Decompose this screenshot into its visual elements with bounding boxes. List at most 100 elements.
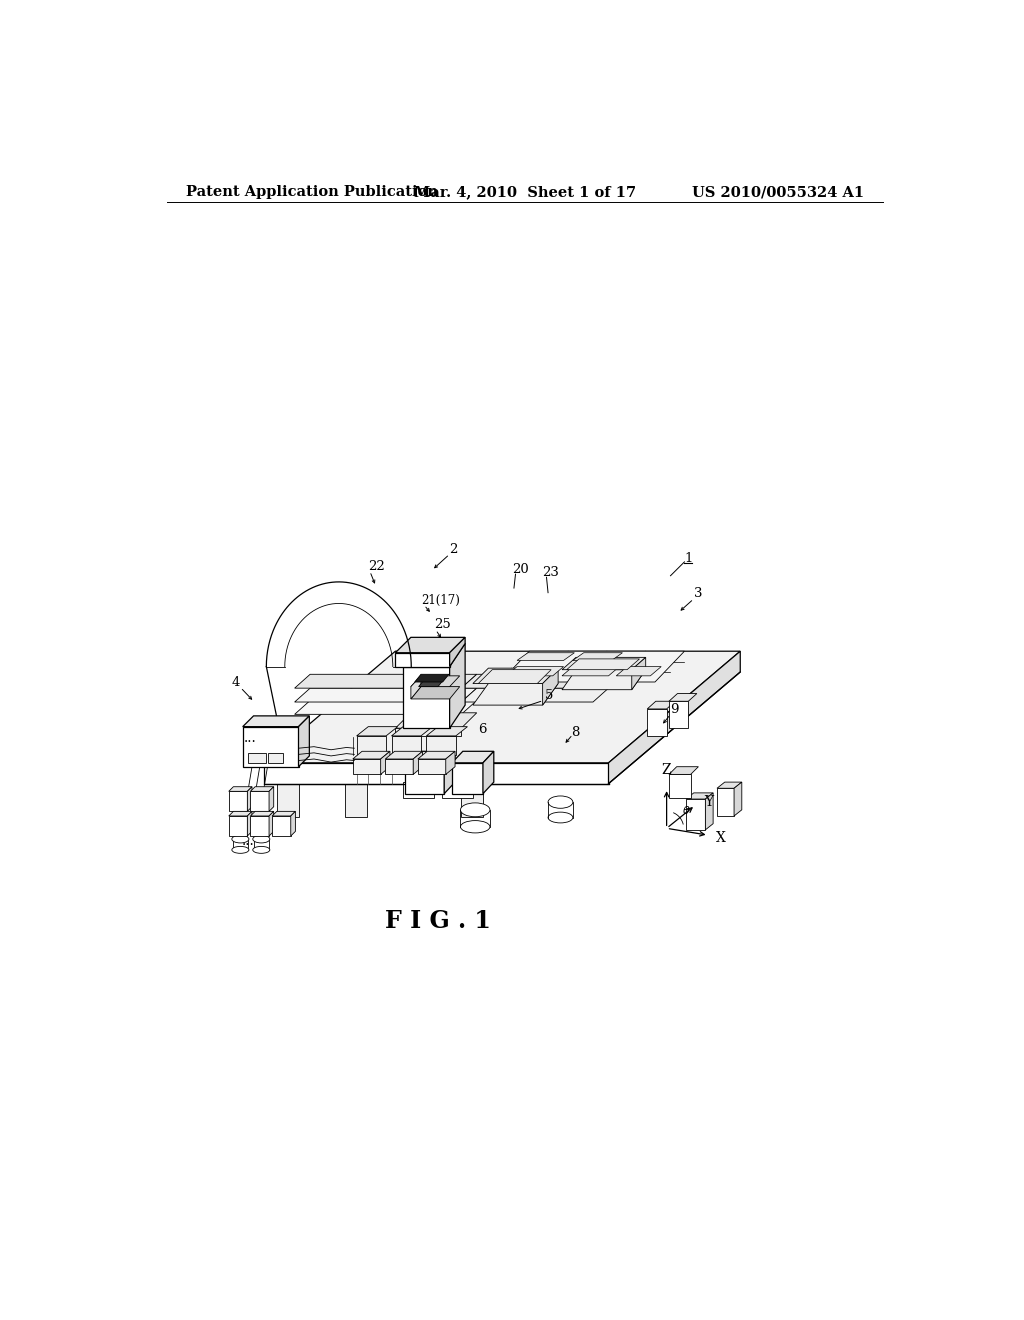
Polygon shape: [406, 751, 455, 763]
Polygon shape: [395, 729, 461, 737]
Polygon shape: [272, 816, 291, 836]
Polygon shape: [608, 651, 740, 784]
Polygon shape: [616, 667, 662, 676]
Polygon shape: [461, 688, 608, 702]
Polygon shape: [385, 751, 423, 759]
Polygon shape: [391, 726, 432, 737]
Polygon shape: [276, 784, 299, 817]
Polygon shape: [356, 726, 397, 737]
Polygon shape: [291, 812, 295, 836]
Polygon shape: [717, 781, 741, 788]
Polygon shape: [295, 675, 477, 688]
Polygon shape: [444, 751, 455, 793]
Polygon shape: [269, 787, 273, 812]
Polygon shape: [381, 751, 390, 775]
Polygon shape: [452, 751, 494, 763]
Polygon shape: [669, 775, 690, 797]
Polygon shape: [385, 759, 414, 775]
Text: 3: 3: [693, 587, 702, 601]
Polygon shape: [669, 767, 698, 775]
Polygon shape: [395, 638, 465, 653]
Polygon shape: [418, 751, 455, 759]
Polygon shape: [517, 653, 574, 660]
Text: $\theta$: $\theta$: [682, 804, 691, 817]
Polygon shape: [452, 763, 483, 793]
Polygon shape: [414, 751, 423, 775]
Polygon shape: [251, 816, 269, 836]
Text: 22: 22: [369, 560, 385, 573]
Polygon shape: [483, 751, 494, 793]
Polygon shape: [461, 784, 483, 817]
Text: 1: 1: [684, 552, 693, 565]
Polygon shape: [352, 759, 381, 775]
Text: ...: ...: [242, 834, 255, 849]
Text: Y: Y: [705, 795, 714, 809]
Text: 4: 4: [232, 676, 241, 689]
Polygon shape: [263, 763, 608, 784]
Polygon shape: [356, 737, 386, 755]
Polygon shape: [248, 812, 252, 836]
Polygon shape: [562, 667, 620, 676]
Polygon shape: [345, 776, 376, 784]
Polygon shape: [228, 792, 248, 812]
Polygon shape: [403, 644, 465, 667]
Polygon shape: [403, 781, 434, 797]
Polygon shape: [706, 793, 713, 830]
Polygon shape: [461, 675, 608, 688]
Polygon shape: [411, 686, 460, 700]
Polygon shape: [352, 751, 390, 759]
Polygon shape: [395, 653, 450, 667]
Polygon shape: [228, 812, 252, 816]
Text: 8: 8: [571, 726, 580, 739]
Polygon shape: [272, 812, 295, 816]
Text: 25: 25: [434, 618, 451, 631]
Polygon shape: [450, 644, 465, 729]
Polygon shape: [276, 776, 308, 784]
Text: 9: 9: [671, 702, 679, 715]
Text: F I G . 1: F I G . 1: [385, 908, 490, 933]
Polygon shape: [295, 688, 477, 702]
Ellipse shape: [253, 836, 270, 843]
Polygon shape: [562, 669, 646, 689]
Text: 20: 20: [512, 562, 529, 576]
Ellipse shape: [253, 846, 270, 853]
Polygon shape: [572, 653, 623, 660]
Polygon shape: [734, 781, 741, 816]
Ellipse shape: [461, 821, 489, 833]
Polygon shape: [228, 816, 248, 836]
Polygon shape: [228, 787, 252, 792]
Polygon shape: [243, 715, 309, 726]
Polygon shape: [299, 715, 309, 767]
Polygon shape: [403, 667, 450, 729]
Polygon shape: [669, 701, 688, 729]
Text: 6: 6: [478, 723, 486, 735]
Text: Z: Z: [662, 763, 672, 777]
Polygon shape: [426, 737, 456, 755]
Polygon shape: [669, 693, 697, 701]
Ellipse shape: [231, 836, 249, 843]
Ellipse shape: [461, 803, 489, 817]
Text: 23: 23: [542, 566, 559, 578]
Polygon shape: [473, 668, 558, 684]
Polygon shape: [391, 737, 421, 755]
Polygon shape: [251, 812, 273, 816]
Polygon shape: [248, 787, 252, 812]
Polygon shape: [395, 713, 477, 729]
Polygon shape: [566, 659, 640, 669]
Polygon shape: [418, 759, 445, 775]
Polygon shape: [243, 726, 299, 767]
Polygon shape: [251, 792, 269, 812]
Polygon shape: [419, 678, 444, 686]
Ellipse shape: [231, 846, 249, 853]
Polygon shape: [442, 781, 473, 797]
Polygon shape: [543, 668, 558, 705]
Polygon shape: [406, 763, 444, 793]
Polygon shape: [461, 776, 493, 784]
Polygon shape: [269, 812, 273, 836]
Polygon shape: [267, 752, 283, 763]
Polygon shape: [450, 638, 465, 667]
Polygon shape: [647, 701, 675, 709]
Polygon shape: [478, 669, 551, 684]
Polygon shape: [445, 751, 455, 775]
Text: 5: 5: [545, 689, 553, 702]
